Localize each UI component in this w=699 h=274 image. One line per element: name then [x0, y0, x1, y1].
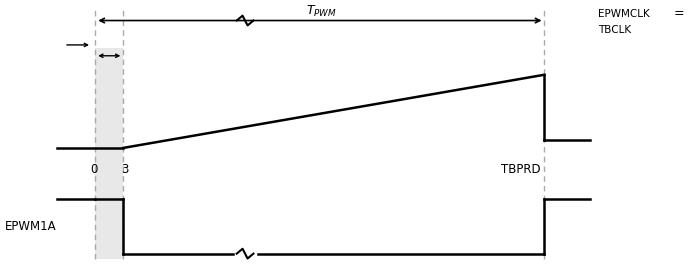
- Text: TBPRD: TBPRD: [501, 163, 541, 176]
- Text: $T_{PWM}$: $T_{PWM}$: [306, 4, 337, 19]
- Text: =: =: [673, 7, 684, 20]
- Bar: [95, 48, 123, 259]
- Text: 0: 0: [90, 163, 98, 176]
- Text: TBCLK: TBCLK: [598, 25, 631, 35]
- Text: 3: 3: [121, 163, 129, 176]
- Text: EPWMCLK: EPWMCLK: [598, 9, 650, 19]
- Text: EPWM1A: EPWM1A: [5, 220, 57, 233]
